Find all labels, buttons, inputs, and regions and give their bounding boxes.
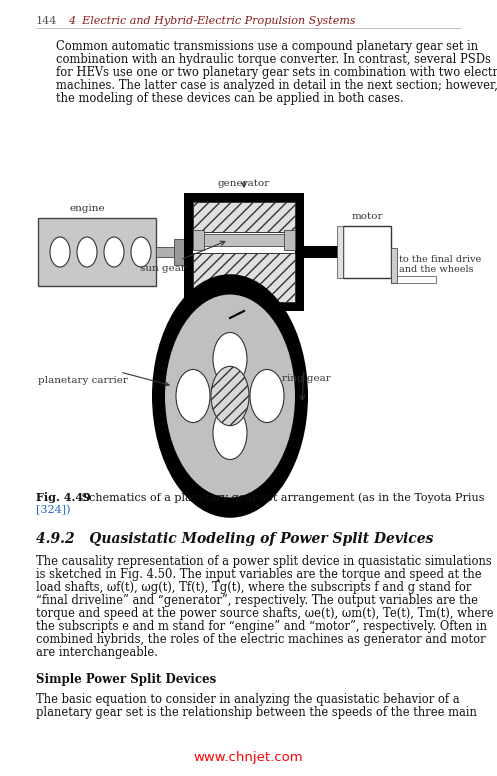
Text: ring gear: ring gear xyxy=(282,374,331,383)
Text: Schematics of a planetary gear set arrangement (as in the Toyota Prius: Schematics of a planetary gear set arran… xyxy=(78,492,485,503)
Bar xyxy=(193,234,295,246)
Text: Common automatic transmissions use a compound planetary gear set in: Common automatic transmissions use a com… xyxy=(56,40,478,53)
Text: the modeling of these devices can be applied in both cases.: the modeling of these devices can be app… xyxy=(56,92,404,105)
Bar xyxy=(284,230,295,250)
Circle shape xyxy=(213,407,247,459)
Text: combination with an hydraulic torque converter. In contrast, several PSDs: combination with an hydraulic torque con… xyxy=(56,53,491,66)
Text: 4  Electric and Hybrid-Electric Propulsion Systems: 4 Electric and Hybrid-Electric Propulsio… xyxy=(68,16,356,26)
Text: motor: motor xyxy=(351,212,383,221)
Circle shape xyxy=(250,369,284,423)
Text: engine: engine xyxy=(70,204,106,213)
Text: planetary gear set is the relationship between the speeds of the three main: planetary gear set is the relationship b… xyxy=(36,706,477,719)
Bar xyxy=(391,276,436,283)
Text: The causality representation of a power split device in quasistatic simulations: The causality representation of a power … xyxy=(36,555,492,568)
Text: torque and speed at the power source shafts, ωe(t), ωm(t), Te(t), Tm(t), where: torque and speed at the power source sha… xyxy=(36,607,494,620)
Bar xyxy=(193,202,295,232)
Text: load shafts, ωf(t), ωg(t), Tf(t), Tg(t), where the subscripts f and g stand for: load shafts, ωf(t), ωg(t), Tf(t), Tg(t),… xyxy=(36,581,471,594)
Text: Fig. 4.49: Fig. 4.49 xyxy=(36,492,91,503)
Bar xyxy=(193,230,204,250)
Circle shape xyxy=(152,274,308,518)
Text: 144: 144 xyxy=(36,16,57,26)
Text: are interchangeable.: are interchangeable. xyxy=(36,646,158,659)
Bar xyxy=(193,202,295,302)
Text: “final driveline” and “generator”, respectively. The output variables are the: “final driveline” and “generator”, respe… xyxy=(36,594,478,607)
Ellipse shape xyxy=(131,237,151,267)
Ellipse shape xyxy=(50,237,70,267)
Text: is sketched in Fig. 4.50. The input variables are the torque and speed at the: is sketched in Fig. 4.50. The input vari… xyxy=(36,568,482,581)
Bar xyxy=(337,226,343,278)
Circle shape xyxy=(213,332,247,386)
Bar xyxy=(174,239,184,265)
Text: generator: generator xyxy=(218,179,270,188)
Ellipse shape xyxy=(77,237,97,267)
Bar xyxy=(38,218,156,286)
Text: www.chnjet.com: www.chnjet.com xyxy=(194,751,303,764)
Bar xyxy=(156,247,174,257)
Circle shape xyxy=(176,369,210,423)
Circle shape xyxy=(211,366,249,426)
Text: for HEVs use one or two planetary gear sets in combination with two electric: for HEVs use one or two planetary gear s… xyxy=(56,66,497,79)
Ellipse shape xyxy=(104,237,124,267)
Bar xyxy=(184,193,304,311)
Text: to the final drive
and the wheels: to the final drive and the wheels xyxy=(399,255,481,274)
Text: [324]): [324]) xyxy=(36,505,71,515)
Text: combined hybrids, the roles of the electric machines as generator and motor: combined hybrids, the roles of the elect… xyxy=(36,633,486,646)
Text: The basic equation to consider in analyzing the quasistatic behavior of a: The basic equation to consider in analyz… xyxy=(36,693,460,706)
Circle shape xyxy=(165,295,295,497)
Text: Simple Power Split Devices: Simple Power Split Devices xyxy=(36,673,216,686)
Text: planetary carrier: planetary carrier xyxy=(38,376,128,385)
Bar xyxy=(304,246,339,258)
Bar xyxy=(391,248,397,283)
Text: sun gear: sun gear xyxy=(140,264,186,273)
Text: machines. The latter case is analyzed in detail in the next section; however,: machines. The latter case is analyzed in… xyxy=(56,79,497,92)
Text: 4.9.2   Quasistatic Modeling of Power Split Devices: 4.9.2 Quasistatic Modeling of Power Spli… xyxy=(36,532,433,546)
Bar xyxy=(343,226,391,278)
Text: the subscripts e and m stand for “engine” and “motor”, respectively. Often in: the subscripts e and m stand for “engine… xyxy=(36,620,487,633)
Bar xyxy=(193,253,295,302)
